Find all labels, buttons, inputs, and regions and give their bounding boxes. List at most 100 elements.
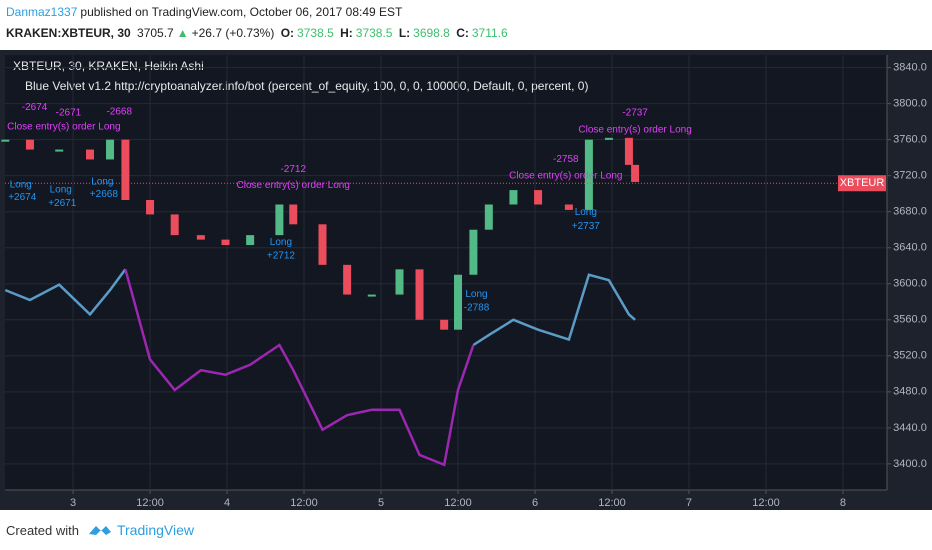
annotation: +2674 xyxy=(8,192,37,203)
annotation: -2668 xyxy=(106,106,132,117)
y-tick-label: 3760.0 xyxy=(893,134,927,146)
candle xyxy=(624,137,633,165)
candle xyxy=(534,190,543,205)
change: +26.7 (+0.73%) xyxy=(191,26,275,40)
y-tick-label: 3720.0 xyxy=(893,170,927,182)
pane xyxy=(5,55,887,490)
candle xyxy=(395,269,404,295)
c: 3711.6 xyxy=(471,26,508,40)
annotation: Long xyxy=(50,185,72,196)
published: published on TradingView.com, October 06… xyxy=(80,5,403,19)
candle xyxy=(289,204,298,225)
candle xyxy=(196,235,205,240)
candle xyxy=(318,224,327,265)
h: 3738.5 xyxy=(355,26,393,40)
created-with: Created with xyxy=(6,522,79,538)
y-tick-label: 3440.0 xyxy=(893,422,927,434)
last-price-tag xyxy=(838,175,886,192)
annotation: Close entry(s) order Long xyxy=(578,124,691,135)
annotation: Long xyxy=(465,289,487,300)
candle xyxy=(85,149,94,160)
annotation: +2712 xyxy=(267,250,296,261)
y-tick-label: 3840.0 xyxy=(893,62,927,74)
o-label: O: xyxy=(280,26,295,40)
annotation: +2668 xyxy=(90,189,119,200)
candle xyxy=(25,139,34,150)
symbol: KRAKEN:XBTEUR, 30 xyxy=(6,26,131,40)
indicator-line xyxy=(4,268,636,347)
y-tick-label: 3600.0 xyxy=(893,278,927,290)
candle xyxy=(170,214,179,236)
annotation: Close entry(s) order Long xyxy=(7,122,120,133)
candle xyxy=(484,204,493,230)
candle xyxy=(564,204,573,210)
candle xyxy=(631,164,640,182)
y-tick-label: 3640.0 xyxy=(893,242,927,254)
x-tick-label: 6 xyxy=(532,497,538,509)
annotation: Long xyxy=(10,179,32,190)
l: 3698.8 xyxy=(413,26,450,40)
y-tick-label: 3400.0 xyxy=(893,458,927,470)
annotation: Close entry(s) order Long xyxy=(509,170,622,181)
indicator-line xyxy=(124,268,475,467)
x-tick-label: 12:00 xyxy=(136,497,164,509)
annotation: -2671 xyxy=(56,107,82,118)
l-label: L: xyxy=(398,26,411,40)
candle xyxy=(367,294,376,297)
symbol-line: KRAKEN:XBTEUR, 30 3705.7 ▲ +26.7 (+0.73%) … xyxy=(6,26,511,40)
brand[interactable]: TradingView xyxy=(116,522,195,538)
x-tick-label: 7 xyxy=(686,497,692,509)
last: 3705.7 xyxy=(137,26,174,40)
x-tick-label: 12:00 xyxy=(444,497,472,509)
annotation: Close entry(s) order Long xyxy=(237,180,350,191)
candle xyxy=(246,235,255,246)
candle xyxy=(121,139,130,200)
annotation: -2712 xyxy=(280,164,306,175)
candle xyxy=(106,139,115,160)
x-tick-label: 4 xyxy=(224,497,230,509)
last-price-label: XBTEUR xyxy=(840,177,885,189)
candle xyxy=(221,239,230,246)
candle xyxy=(55,149,64,152)
candle xyxy=(454,274,463,330)
y-tick-label: 3560.0 xyxy=(893,314,927,326)
x-tick-label: 12:00 xyxy=(290,497,318,509)
annotation: -2737 xyxy=(622,107,648,118)
x-tick-label: 12:00 xyxy=(598,497,626,509)
header-line: Danmaz1337 published on TradingView.com, … xyxy=(6,5,405,19)
annotation: -2758 xyxy=(553,154,579,165)
candle xyxy=(415,269,424,320)
arrow: ▲ xyxy=(176,26,189,40)
candle xyxy=(440,319,449,330)
candle xyxy=(604,137,613,140)
annotation: -2674 xyxy=(22,102,48,113)
x-tick-label: 5 xyxy=(378,497,384,509)
candle xyxy=(1,139,10,142)
candle xyxy=(146,200,155,215)
y-tick-label: 3480.0 xyxy=(893,386,927,398)
chart-subtitle: Blue Velvet v1.2 http://cryptoanalyzer.i… xyxy=(25,79,588,93)
annotation: +2737 xyxy=(572,221,601,232)
annotation: Long xyxy=(270,237,292,248)
footer: Created with TradingView xyxy=(6,522,194,538)
candle xyxy=(469,229,478,275)
annotation: +2671 xyxy=(48,198,77,209)
o: 3738.5 xyxy=(297,26,334,40)
h-label: H: xyxy=(340,26,353,40)
candle xyxy=(509,190,518,205)
candle xyxy=(584,139,593,210)
x-tick-label: 8 xyxy=(840,497,846,509)
candle xyxy=(343,264,352,295)
annotation: Long xyxy=(91,177,113,188)
author[interactable]: Danmaz1337 xyxy=(6,5,78,19)
logo xyxy=(88,526,111,535)
x-tick-label: 3 xyxy=(70,497,76,509)
chart-title: XBTEUR, 30, KRAKEN, Heikin Ashi xyxy=(13,59,204,73)
candle xyxy=(275,204,284,236)
annotation: Long xyxy=(575,207,597,218)
y-tick-label: 3680.0 xyxy=(893,206,927,218)
chart: XBTEUR, 30, KRAKEN, Heikin Ashi Blue Vel… xyxy=(0,50,932,510)
x-tick-label: 12:00 xyxy=(752,497,780,509)
y-tick-label: 3800.0 xyxy=(893,98,927,110)
